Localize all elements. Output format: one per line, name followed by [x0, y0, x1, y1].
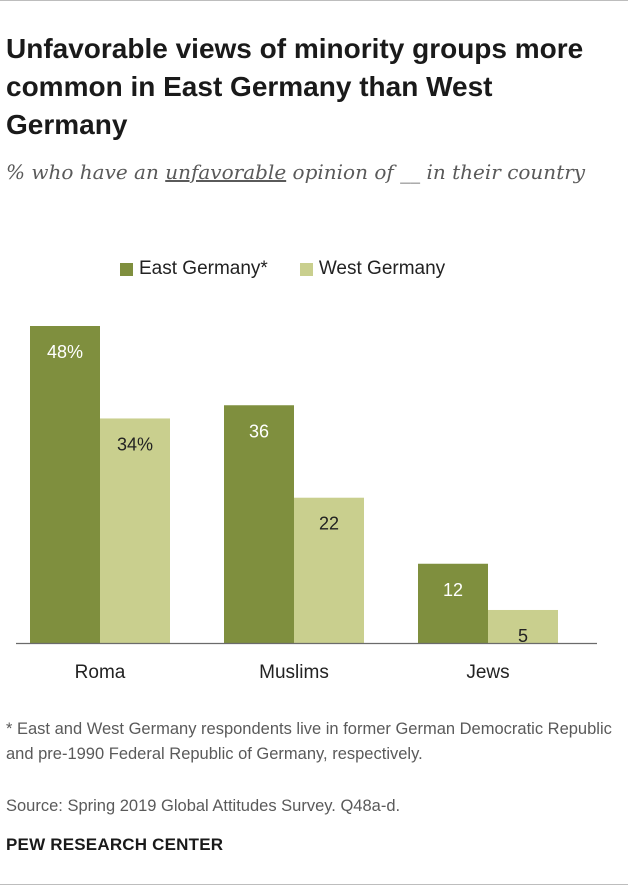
data-label-roma-east: 48% [47, 342, 83, 362]
footnote: * East and West Germany respondents live… [6, 720, 612, 763]
bar-jews-west [488, 609, 558, 643]
bar-roma-west [100, 418, 170, 643]
data-label-jews-west: 5 [518, 626, 528, 646]
legend-swatch-west [299, 262, 313, 276]
chart-subtitle: % who have an unfavorable opinion of __ … [6, 156, 586, 189]
legend-swatch-east [120, 262, 133, 276]
chart-title: Unfavorable views of minority groups mor… [6, 33, 584, 140]
subtitle-prefix: % who have an [6, 160, 166, 184]
bar-roma-east [30, 326, 100, 643]
data-label-roma-west: 34% [117, 434, 153, 454]
category-label-roma: Roma [75, 662, 126, 683]
subtitle-emphasis: unfavorable [165, 160, 287, 184]
data-label-jews-east: 12 [443, 580, 463, 600]
subtitle-suffix: opinion of __ in their country [286, 160, 586, 184]
legend-label-east: East Germany* [139, 258, 268, 279]
category-label-jews: Jews [466, 662, 509, 683]
category-label-muslims: Muslims [259, 662, 329, 683]
top-rule [0, 0, 628, 1]
bar-muslims-west [294, 497, 364, 643]
legend-item-east: East Germany* [120, 258, 268, 280]
bottom-rule [0, 884, 628, 885]
legend-item-west: West Germany [299, 258, 446, 280]
bar-jews-east [418, 563, 488, 643]
source-note: Source: Spring 2019 Global Attitudes Sur… [6, 797, 401, 815]
data-label-muslims-west: 22 [319, 514, 339, 534]
legend-label-west: West Germany [318, 258, 446, 279]
bar-muslims-east [224, 405, 294, 643]
brand-logo-text: PEW RESEARCH CENTER [6, 835, 224, 854]
chart-legend: East Germany* West Germany [120, 256, 477, 282]
data-label-muslims-east: 36 [249, 421, 269, 441]
bar-chart: 48% 34% Roma 36 22 Muslims 12 5 Jews [16, 326, 597, 683]
